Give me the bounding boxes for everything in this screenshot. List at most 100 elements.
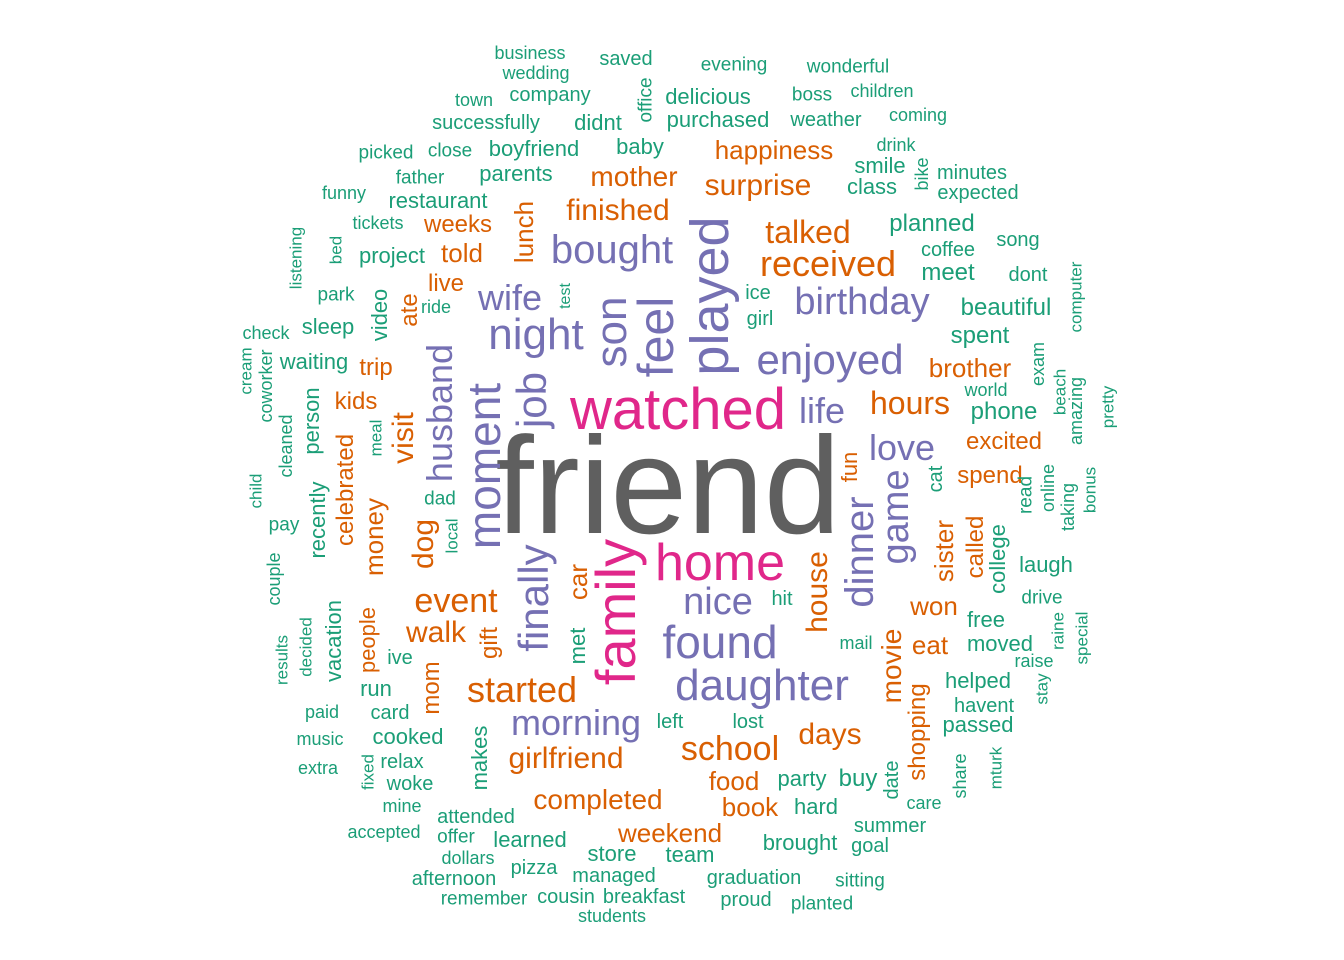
word-child: child (246, 473, 266, 509)
word-saved: saved (599, 48, 653, 70)
word-test: test (557, 283, 574, 309)
word-ive: ive (387, 647, 413, 669)
word-offer: offer (437, 826, 475, 848)
word-boyfriend: boyfriend (488, 136, 580, 161)
word-share: share (950, 753, 970, 799)
word-love: love (868, 427, 936, 468)
word-relax: relax (380, 751, 424, 773)
word-company: company (509, 84, 591, 106)
word-shopping: shopping (904, 683, 931, 781)
word-cat: cat (925, 465, 947, 493)
word-bought: bought (550, 228, 674, 272)
word-son: son (587, 296, 636, 368)
word-raine: raine (1048, 612, 1068, 650)
word-boss: boss (791, 84, 833, 106)
word-dont: dont (1008, 264, 1048, 286)
word-children: children (850, 81, 914, 101)
word-spent: spent (950, 322, 1010, 349)
word-summer: summer (853, 815, 927, 837)
word-dinner: dinner (838, 496, 882, 608)
word-team: team (665, 842, 715, 867)
word-waiting: waiting (279, 349, 349, 374)
word-makes: makes (467, 725, 492, 791)
word-people: people (355, 606, 380, 674)
word-family: family (584, 538, 647, 686)
word-song: song (996, 229, 1040, 251)
word-finished: finished (566, 194, 670, 227)
word-feel: feel (628, 296, 684, 378)
word-played: played (680, 216, 740, 376)
word-check: check (242, 323, 290, 343)
word-days: days (798, 718, 862, 751)
word-spend: spend (957, 462, 1023, 489)
word-weekend: weekend (617, 818, 723, 848)
word-tickets: tickets (352, 213, 404, 233)
word-restaurant: restaurant (388, 188, 488, 213)
word-beautiful: beautiful (960, 294, 1052, 321)
word-book: book (721, 792, 779, 822)
word-parents: parents (479, 161, 553, 186)
word-run: run (360, 676, 392, 701)
word-completed: completed (533, 784, 663, 815)
word-fixed: fixed (358, 754, 378, 790)
word-decided: decided (296, 617, 316, 677)
word-excited: excited (965, 428, 1043, 455)
word-project: project (358, 243, 426, 268)
word-meal: meal (366, 419, 386, 457)
word-delicious: delicious (665, 84, 751, 109)
word-happiness: happiness (714, 135, 834, 165)
word-friend: friend (495, 409, 841, 563)
word-house: house (801, 551, 834, 633)
word-lost: lost (732, 711, 764, 733)
word-funny: funny (321, 183, 367, 203)
word-eat: eat (911, 630, 949, 660)
word-ice: ice (745, 282, 771, 304)
word-trip: trip (359, 354, 393, 381)
word-buy: buy (838, 765, 878, 792)
word-remember: remember (440, 888, 528, 910)
word-coworker: coworker (256, 349, 276, 423)
word-started: started (466, 669, 578, 710)
word-graduation: graduation (706, 867, 802, 889)
word-cream: cream (236, 347, 256, 395)
word-store: store (587, 841, 637, 866)
word-walk: walk (405, 616, 467, 649)
word-successfully: successfully (432, 112, 540, 134)
word-picked: picked (358, 142, 414, 164)
word-drink: drink (876, 135, 916, 155)
word-cooked: cooked (372, 724, 444, 749)
word-helped: helped (944, 668, 1012, 693)
word-celebrated: celebrated (332, 433, 359, 547)
word-dollars: dollars (441, 848, 495, 868)
word-met: met (565, 627, 590, 665)
word-movie: movie (876, 628, 907, 704)
word-accepted: accepted (347, 822, 421, 842)
word-attended: attended (437, 806, 515, 828)
word-bike: bike (912, 157, 932, 191)
word-girl: girl (746, 308, 774, 330)
word-ride: ride (420, 297, 452, 317)
word-havent: havent (953, 695, 1015, 717)
word-enjoyed: enjoyed (756, 336, 904, 383)
word-music: music (296, 729, 344, 749)
word-cleaned: cleaned (276, 414, 296, 478)
word-special: special (1072, 611, 1092, 665)
word-taking: taking (1058, 482, 1078, 532)
word-purchased: purchased (666, 107, 770, 132)
word-local: local (442, 518, 462, 554)
word-person: person (299, 387, 324, 455)
word-party: party (777, 766, 827, 791)
word-bonus: bonus (1080, 466, 1100, 514)
word-managed: managed (572, 865, 656, 887)
word-gift: gift (476, 626, 503, 660)
word-passed: passed (942, 712, 1014, 737)
word-couple: couple (264, 552, 284, 606)
word-moment: moment (458, 382, 510, 550)
word-weeks: weeks (423, 211, 493, 238)
word-vacation: vacation (321, 600, 346, 682)
word-expected: expected (937, 182, 1019, 204)
word-care: care (906, 793, 942, 813)
word-pizza: pizza (510, 857, 558, 879)
word-free: free (967, 607, 1005, 632)
